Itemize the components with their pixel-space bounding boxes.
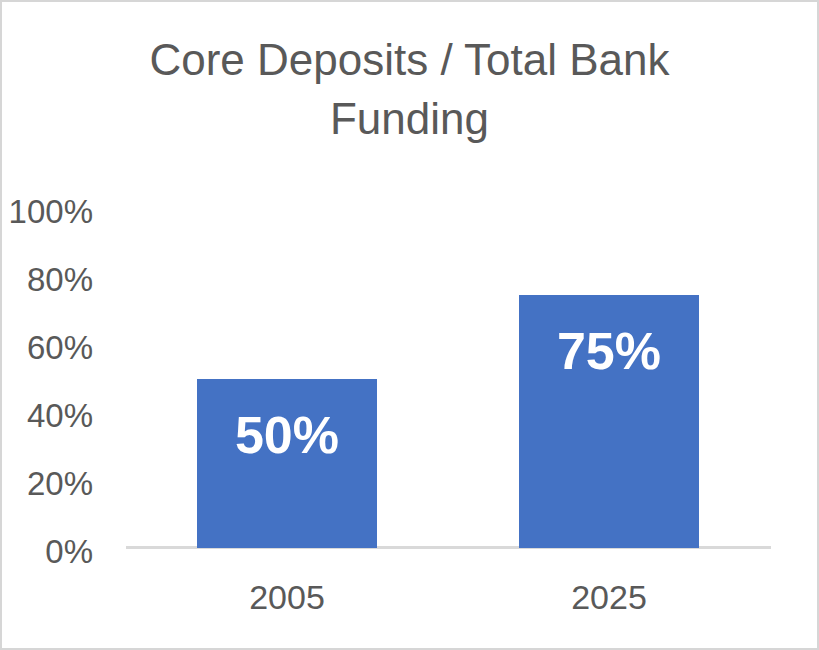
y-tick-label-80: 80% <box>0 260 93 300</box>
y-tick-label-40: 40% <box>0 396 93 436</box>
y-tick-label-20: 20% <box>0 464 93 504</box>
chart-canvas: Core Deposits / Total Bank Funding 100% … <box>0 0 819 650</box>
y-tick-label-0: 0% <box>0 532 93 572</box>
y-tick-label-60: 60% <box>0 328 93 368</box>
bar-value-label-2005: 50% <box>235 406 339 464</box>
bar-2025: 75% <box>519 295 699 548</box>
x-category-label-2005: 2005 <box>162 578 412 617</box>
x-category-label-2025: 2025 <box>484 578 734 617</box>
bar-2005: 50% <box>197 379 377 548</box>
y-tick-label-100: 100% <box>0 192 93 232</box>
bar-value-label-2025: 75% <box>557 322 661 380</box>
chart-title: Core Deposits / Total Bank Funding <box>80 30 740 149</box>
